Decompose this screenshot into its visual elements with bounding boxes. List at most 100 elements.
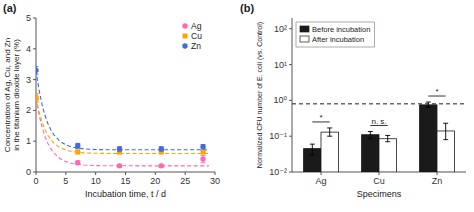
- error-bar: [201, 145, 206, 149]
- error-bar: [75, 150, 80, 154]
- bar: [362, 135, 379, 172]
- y-tick: [33, 141, 36, 142]
- y-axis-label: Concentration of Ag, Cu, and Znin the ti…: [3, 38, 21, 152]
- error-bar-stem: [428, 102, 429, 107]
- fit-line: [36, 98, 209, 166]
- annotation: *: [319, 113, 322, 122]
- x-tick: [155, 172, 156, 175]
- y-tick-label: 3: [26, 75, 31, 85]
- error-bar-cap: [36, 101, 39, 102]
- fit-line: [36, 98, 209, 153]
- title: (b): [240, 2, 254, 14]
- annotation: n. s.: [371, 117, 386, 126]
- bar: [379, 139, 396, 172]
- y-tick: [289, 172, 292, 173]
- x-tick-label: 25: [180, 176, 190, 186]
- legend-label: Zn: [191, 41, 201, 51]
- x-tick-label: Zn: [432, 176, 443, 186]
- y-tick-label: 10²: [274, 24, 287, 34]
- error-bar: [327, 128, 332, 136]
- error-bar-cap: [426, 107, 431, 108]
- error-bar-cap: [443, 123, 448, 124]
- y-tick-label: 10⁻²: [269, 167, 287, 177]
- point: [200, 156, 205, 161]
- x-tick-label: Cu: [373, 176, 385, 186]
- error-bar: [201, 155, 206, 162]
- y-tick-label: 2: [26, 105, 31, 115]
- point: [159, 146, 164, 151]
- error-bar: [368, 132, 373, 139]
- y-tick: [289, 28, 292, 29]
- error-bar: [75, 143, 80, 148]
- point: [36, 68, 39, 73]
- x-tick: [125, 172, 126, 175]
- x-tick-label: 30: [210, 176, 220, 186]
- error-bar-cap: [36, 95, 39, 96]
- legend-label: Cu: [191, 31, 202, 41]
- x-tick-label: 15: [120, 176, 130, 186]
- legend-label: Ag: [191, 21, 202, 31]
- error-bar-stem: [312, 144, 313, 155]
- legend-swatch: [300, 36, 309, 42]
- error-bar: [36, 93, 39, 102]
- error-bar-cap: [36, 74, 39, 75]
- error-bar-cap: [327, 127, 332, 128]
- x-tick: [437, 172, 438, 175]
- point: [75, 160, 80, 165]
- error-bar: [159, 147, 164, 151]
- error-bar: [426, 102, 431, 107]
- x-tick: [185, 172, 186, 175]
- point: [159, 163, 164, 168]
- error-bar: [36, 95, 39, 101]
- error-bar: [310, 144, 315, 155]
- y-tick-label: 10¹: [274, 60, 287, 70]
- x-tick-label: 10: [91, 176, 101, 186]
- y-tick: [33, 110, 36, 111]
- error-bar: [443, 123, 448, 139]
- fit-line: [36, 70, 209, 149]
- annotation: *: [435, 87, 438, 96]
- bar: [420, 105, 437, 172]
- error-bar-cap: [368, 131, 373, 132]
- x-tick-label: 0: [33, 176, 38, 186]
- error-bar-cap: [385, 135, 390, 136]
- error-bar: [75, 161, 80, 165]
- x-tick: [95, 172, 96, 175]
- y-tick-label: 10⁻¹: [269, 131, 287, 141]
- y-axis-label-line: in the titanium dioxide layer (%): [12, 39, 21, 151]
- x-axis-label: Incubation time, t / d: [85, 189, 166, 199]
- y-tick: [289, 136, 292, 137]
- error-bar: [385, 135, 390, 141]
- error-bar-cap: [201, 162, 206, 163]
- error-bar: [36, 67, 39, 74]
- x-tick: [65, 172, 66, 175]
- point: [36, 96, 39, 101]
- point: [75, 149, 80, 154]
- panel: (a)012345051015202530Incubation time, t …: [3, 2, 220, 199]
- legend-label: After incubation: [312, 35, 364, 44]
- error-bar-cap: [426, 102, 431, 103]
- plot-area: [36, 67, 209, 169]
- plot-area: [292, 102, 466, 172]
- error-bar-stem: [387, 135, 388, 141]
- x-tick-label: 5: [63, 176, 68, 186]
- error-bar: [117, 147, 122, 151]
- y-tick: [33, 48, 36, 49]
- chart-root: (a)012345051015202530Incubation time, t …: [0, 0, 474, 212]
- legend-marker: [182, 23, 187, 28]
- y-tick-label: 5: [26, 13, 31, 23]
- panel: (b)10⁻²10⁻¹10⁰10¹10²AgCuZnSpecimensNorma…: [240, 2, 466, 199]
- error-bar-stem: [329, 128, 330, 136]
- point: [117, 163, 122, 168]
- legend-marker: [183, 34, 188, 39]
- error-bar-cap: [36, 102, 39, 103]
- x-tick: [215, 172, 216, 175]
- legend-label: Before incubation: [312, 25, 370, 34]
- y-axis-line: [292, 18, 293, 172]
- legend-marker: [182, 43, 187, 48]
- x-tick: [379, 172, 380, 175]
- point: [117, 146, 122, 151]
- y-tick-label: 4: [26, 44, 31, 54]
- y-tick-label: 0: [26, 167, 31, 177]
- reference-line: [292, 103, 466, 104]
